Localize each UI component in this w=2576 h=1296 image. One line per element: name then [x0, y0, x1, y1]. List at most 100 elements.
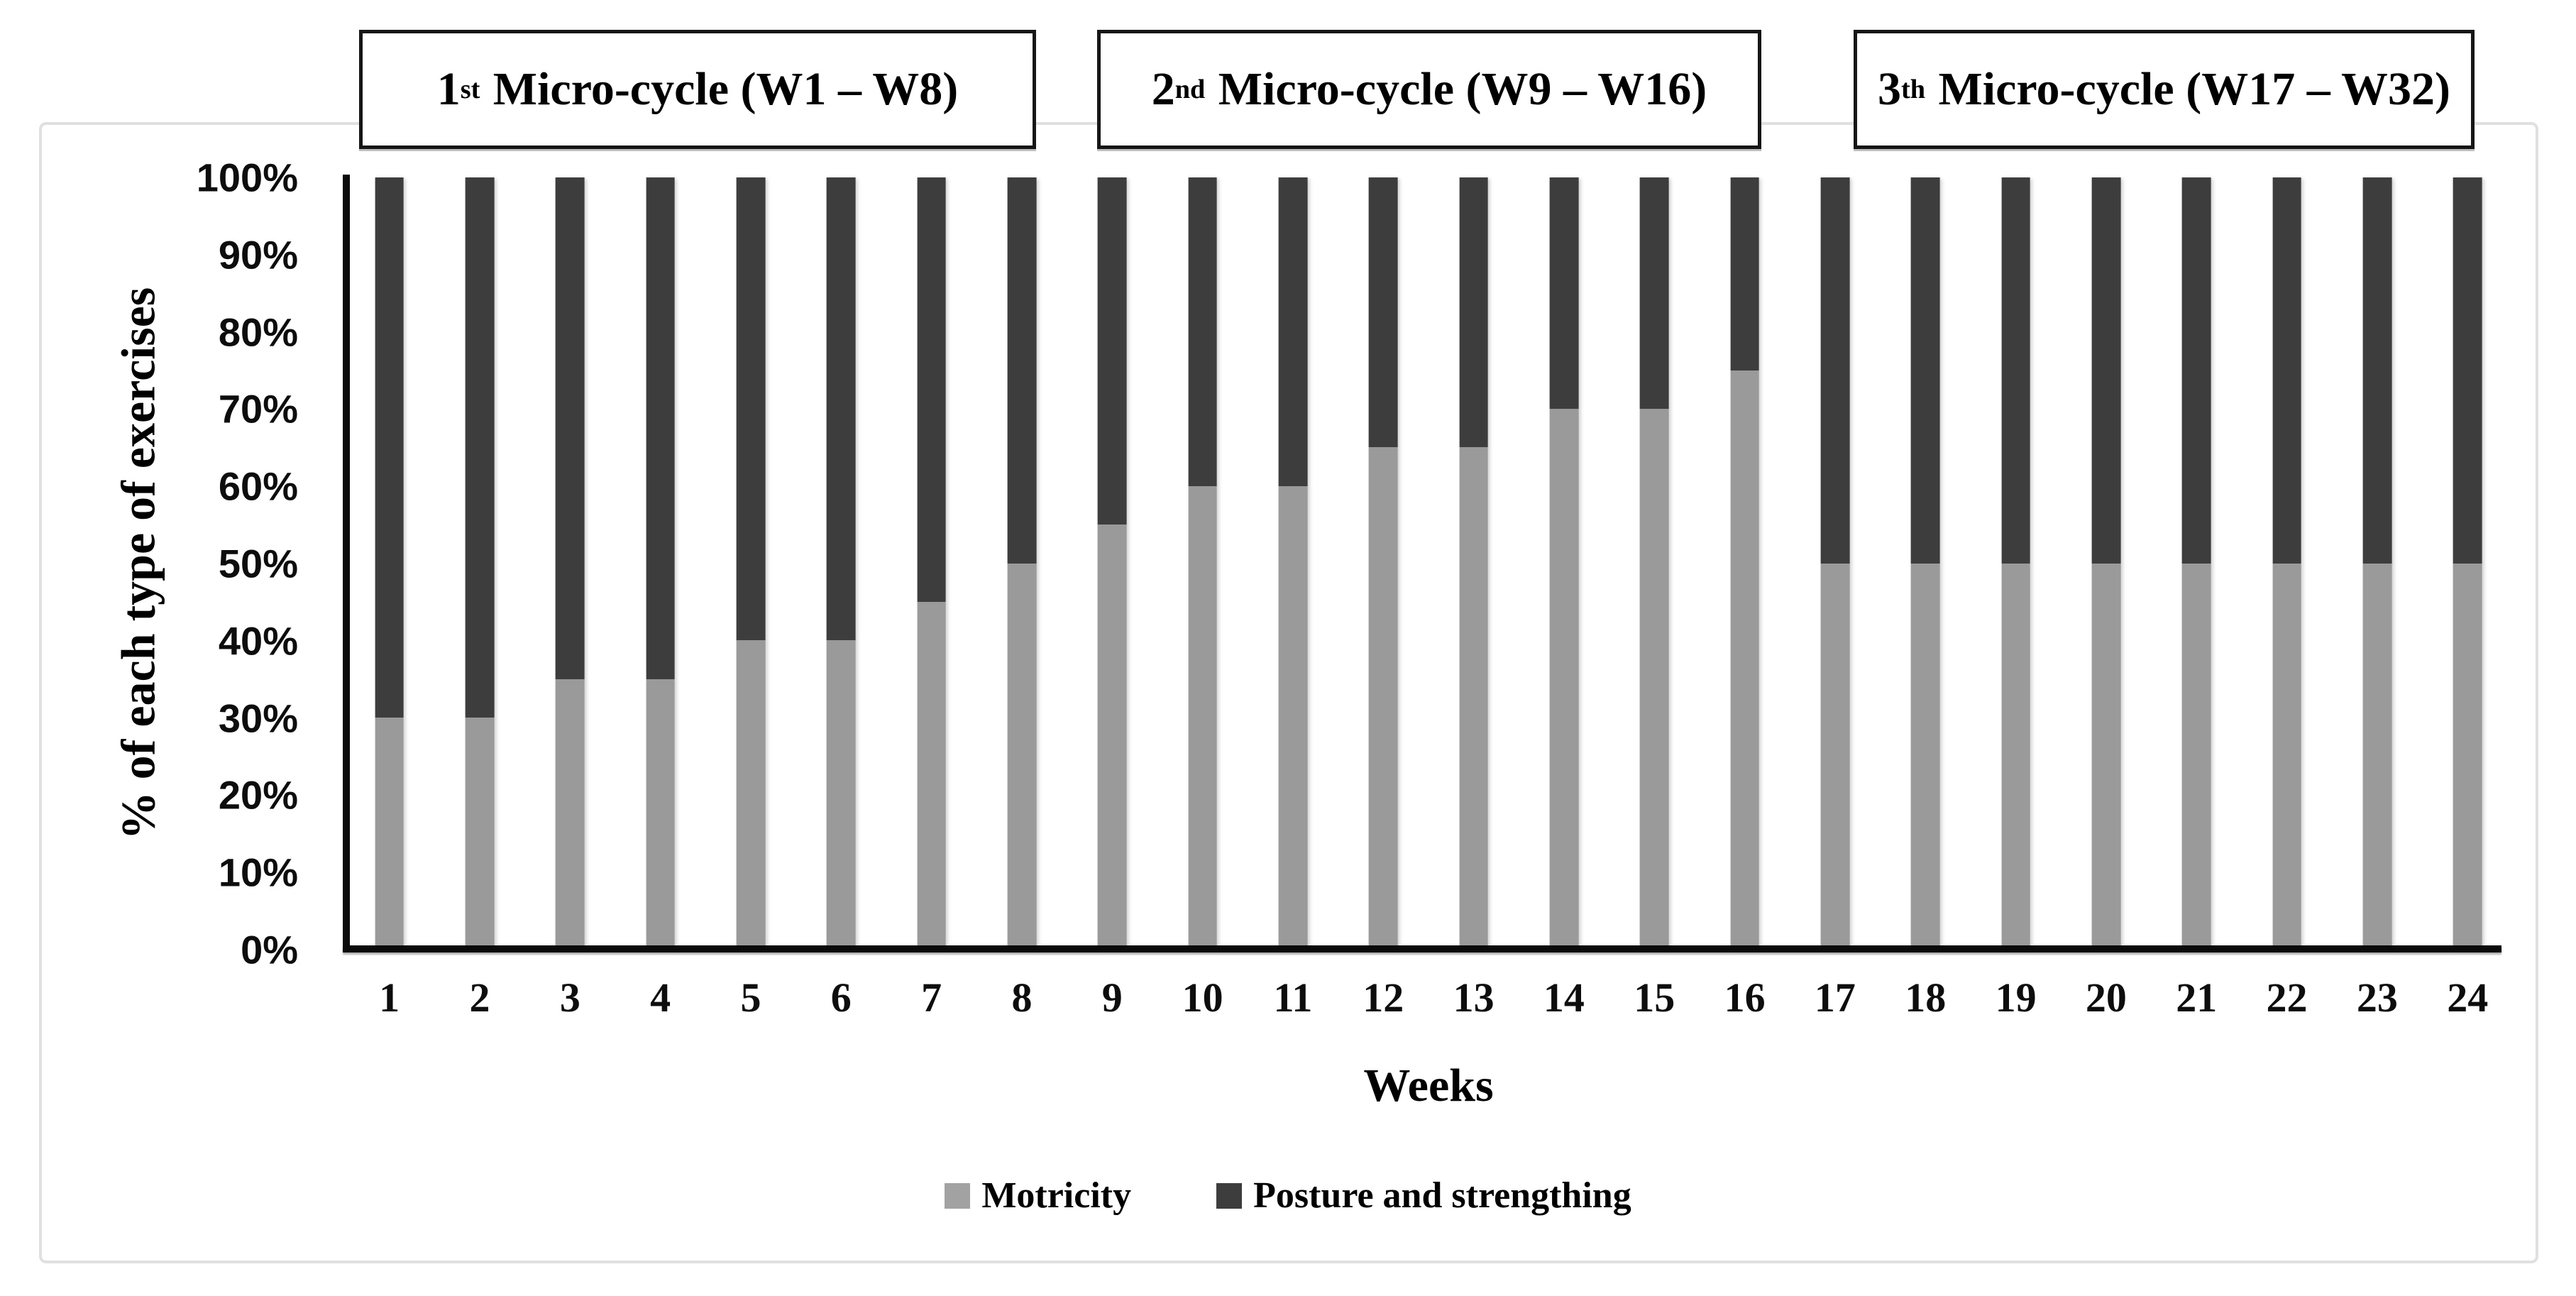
- motricity-segment-week-22: [2272, 563, 2301, 949]
- y-axis-tick-labels: 100% 90% 80% 70% 60% 50% 40% 30% 20% 10% 0%: [106, 155, 298, 972]
- x-axis-title: Weeks: [1363, 1060, 1494, 1111]
- bar-week-12: [1368, 177, 1398, 949]
- posture-segment-week-23: [2362, 177, 2392, 564]
- bar-slot-week-23: [2332, 177, 2422, 949]
- bar-week-14: [1549, 177, 1579, 949]
- bar-slot-week-4: [615, 177, 705, 949]
- y-tick-10: 10%: [218, 850, 298, 895]
- y-axis-line: [343, 175, 350, 952]
- posture-segment-week-15: [1639, 177, 1669, 410]
- y-tick-40: 40%: [218, 618, 298, 664]
- posture-segment-week-4: [646, 177, 676, 679]
- y-tick-60: 60%: [218, 463, 298, 509]
- bar-week-10: [1188, 177, 1217, 949]
- x-tick-week-21: 21: [2176, 974, 2218, 1021]
- motricity-segment-week-17: [1820, 563, 1850, 949]
- motricity-segment-week-10: [1188, 485, 1217, 949]
- x-tick-week-12: 12: [1363, 974, 1404, 1021]
- posture-swatch-icon: [1216, 1182, 1243, 1209]
- motricity-segment-week-14: [1549, 409, 1579, 949]
- x-tick-week-11: 11: [1273, 974, 1313, 1021]
- motricity-segment-week-18: [1910, 563, 1940, 949]
- x-tick-week-8: 8: [1011, 974, 1033, 1021]
- bar-week-20: [2091, 177, 2121, 949]
- cycle-3-text: Micro-cycle (W17 – W32): [1938, 63, 2451, 115]
- posture-segment-week-11: [1278, 177, 1308, 486]
- bar-week-5: [736, 177, 766, 949]
- bar-slot-week-24: [2423, 177, 2513, 949]
- y-tick-50: 50%: [218, 541, 298, 586]
- motricity-segment-week-13: [1459, 447, 1488, 949]
- bar-week-4: [646, 177, 676, 949]
- cycle-3-number: 3: [1878, 63, 1901, 115]
- bar-week-15: [1639, 177, 1669, 949]
- motricity-swatch-icon: [945, 1182, 971, 1209]
- posture-segment-week-9: [1097, 177, 1127, 525]
- posture-segment-week-5: [736, 177, 766, 641]
- cycle-2-number: 2: [1151, 63, 1175, 115]
- bar-slot-week-10: [1157, 177, 1248, 949]
- legend-label: Motricity: [981, 1175, 1132, 1216]
- posture-segment-week-21: [2181, 177, 2211, 564]
- posture-segment-week-22: [2272, 177, 2301, 564]
- bar-week-8: [1007, 177, 1037, 949]
- bar-week-1: [375, 177, 404, 949]
- posture-segment-week-17: [1820, 177, 1850, 564]
- bar-slot-week-20: [2061, 177, 2151, 949]
- bar-slot-week-18: [1881, 177, 1971, 949]
- bar-slot-week-13: [1429, 177, 1519, 949]
- motricity-segment-week-19: [2001, 563, 2030, 949]
- x-tick-week-10: 10: [1182, 974, 1223, 1021]
- motricity-segment-week-6: [826, 640, 856, 949]
- y-tick-100: 100%: [196, 155, 298, 200]
- posture-segment-week-2: [465, 177, 495, 718]
- x-tick-week-17: 17: [1814, 974, 1856, 1021]
- x-tick-week-15: 15: [1634, 974, 1675, 1021]
- x-tick-week-3: 3: [559, 974, 580, 1021]
- cycle-1-text: Micro-cycle (W1 – W8): [492, 63, 959, 115]
- posture-segment-week-20: [2091, 177, 2121, 564]
- bar-week-22: [2272, 177, 2301, 949]
- bar-slot-week-9: [1067, 177, 1157, 949]
- cycle-1-number: 1: [436, 63, 461, 115]
- posture-segment-week-16: [1730, 177, 1759, 370]
- bar-slot-week-14: [1519, 177, 1609, 949]
- legend-item-motricity: Motricity: [945, 1175, 1131, 1217]
- bar-slot-week-22: [2242, 177, 2332, 949]
- posture-segment-week-19: [2001, 177, 2030, 564]
- x-tick-week-23: 23: [2356, 974, 2398, 1021]
- posture-segment-week-7: [917, 177, 946, 602]
- posture-segment-week-18: [1910, 177, 1940, 564]
- motricity-segment-week-12: [1368, 447, 1398, 949]
- y-tick-70: 70%: [218, 386, 298, 432]
- y-tick-20: 20%: [218, 772, 298, 818]
- motricity-segment-week-11: [1278, 485, 1308, 949]
- bar-slot-week-2: [434, 177, 524, 949]
- bar-week-9: [1097, 177, 1127, 949]
- bar-slot-week-3: [525, 177, 615, 949]
- motricity-segment-week-16: [1730, 370, 1759, 949]
- motricity-segment-week-15: [1639, 409, 1669, 949]
- motricity-segment-week-8: [1007, 563, 1037, 949]
- motricity-segment-week-20: [2091, 563, 2121, 949]
- motricity-segment-week-9: [1097, 525, 1127, 949]
- bar-slot-week-21: [2152, 177, 2242, 949]
- bar-week-13: [1459, 177, 1488, 949]
- cycle-2-text: Micro-cycle (W9 – W16): [1218, 63, 1707, 115]
- x-tick-week-9: 9: [1101, 974, 1123, 1021]
- bar-slot-week-19: [1971, 177, 2061, 949]
- motricity-segment-week-2: [465, 717, 495, 949]
- motricity-segment-week-1: [375, 717, 404, 949]
- x-axis-tick-labels: 1 2 3 4 5 6 7 8 9 10 11 12 13 14 15 16 17 18 19 20 21 22 23 24: [344, 974, 2513, 1021]
- motricity-segment-week-24: [2453, 563, 2482, 949]
- bar-week-11: [1278, 177, 1308, 949]
- bar-slot-week-1: [344, 177, 434, 949]
- y-tick-80: 80%: [218, 309, 298, 355]
- bar-slot-week-17: [1790, 177, 1880, 949]
- bar-slot-week-5: [705, 177, 796, 949]
- bar-slot-week-12: [1338, 177, 1429, 949]
